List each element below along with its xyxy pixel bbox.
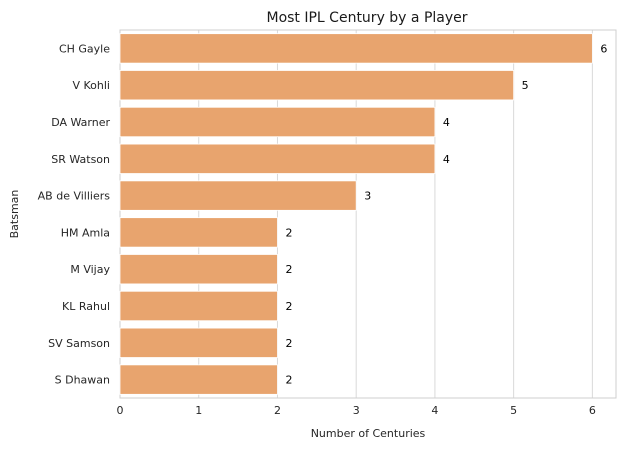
y-tick-label-5: HM Amla bbox=[61, 226, 110, 239]
y-tick-label-1: V Kohli bbox=[72, 79, 110, 92]
x-tick-label-0: 0 bbox=[117, 404, 124, 417]
data-label-6: 2 bbox=[285, 263, 292, 276]
bar-9 bbox=[119, 364, 278, 395]
data-label-0: 6 bbox=[600, 42, 607, 55]
bar-7 bbox=[119, 290, 278, 322]
y-tick-label-9: S Dhawan bbox=[55, 374, 110, 387]
bar-3 bbox=[119, 143, 436, 174]
y-tick-label-0: CH Gayle bbox=[59, 42, 110, 55]
data-labels: 6 5 4 4 3 2 2 2 2 2 bbox=[285, 42, 607, 386]
data-label-8: 2 bbox=[285, 337, 292, 350]
bar-5 bbox=[119, 217, 278, 248]
bar-4 bbox=[119, 180, 357, 211]
y-axis-label: Batsman bbox=[8, 190, 21, 239]
x-tick-label-3: 3 bbox=[353, 404, 360, 417]
bar-6 bbox=[119, 254, 278, 285]
plot-frame bbox=[119, 29, 617, 399]
bar-1 bbox=[119, 70, 515, 101]
data-label-9: 2 bbox=[285, 374, 292, 387]
x-axis-label: Number of Centuries bbox=[311, 427, 426, 440]
data-label-3: 4 bbox=[443, 153, 450, 166]
data-label-1: 5 bbox=[522, 79, 529, 92]
y-tick-label-8: SV Samson bbox=[48, 337, 110, 350]
x-tick-labels: 0 1 2 3 4 5 6 bbox=[117, 404, 596, 417]
bars bbox=[119, 33, 593, 395]
y-tick-label-6: M Vijay bbox=[70, 263, 110, 276]
y-tick-label-4: AB de Villiers bbox=[38, 190, 111, 203]
x-tick-label-5: 5 bbox=[510, 404, 517, 417]
y-tick-label-3: SR Watson bbox=[51, 153, 110, 166]
y-tick-label-2: DA Warner bbox=[51, 116, 110, 129]
bar-2 bbox=[119, 106, 436, 138]
y-tick-labels: CH Gayle V Kohli DA Warner SR Watson AB de V… bbox=[38, 42, 111, 386]
data-label-7: 2 bbox=[285, 300, 292, 313]
data-label-5: 2 bbox=[285, 226, 292, 239]
x-tick-label-6: 6 bbox=[589, 404, 596, 417]
bar-8 bbox=[119, 327, 278, 358]
x-tick-label-1: 1 bbox=[195, 404, 202, 417]
data-label-4: 3 bbox=[364, 190, 371, 203]
chart-title: Most IPL Century by a Player bbox=[266, 10, 467, 26]
y-tick-label-7: KL Rahul bbox=[62, 300, 110, 313]
x-tick-label-2: 2 bbox=[274, 404, 281, 417]
x-tick-label-4: 4 bbox=[431, 404, 438, 417]
data-label-2: 4 bbox=[443, 116, 450, 129]
bar-0 bbox=[119, 33, 593, 64]
